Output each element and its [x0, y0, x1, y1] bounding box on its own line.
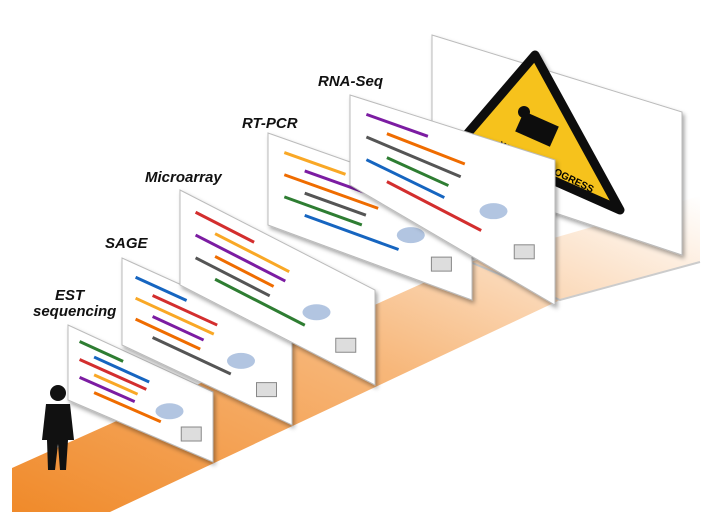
content-bar: [194, 210, 255, 244]
content-bar: [151, 336, 232, 376]
content-bar: [283, 195, 363, 227]
content-bar: [365, 112, 429, 138]
content-bar: [93, 391, 162, 424]
method-label: sequencing: [33, 303, 116, 320]
content-bar: [78, 340, 124, 363]
content-bar: [194, 256, 271, 298]
content-figure: [155, 403, 184, 420]
method-label: RNA-Seq: [318, 73, 383, 90]
content-bar: [386, 132, 466, 166]
content-figure: [513, 244, 535, 260]
content-bar: [134, 296, 215, 336]
content-bar: [365, 158, 445, 199]
method-panel: [349, 94, 556, 306]
content-bar: [214, 277, 306, 327]
content-bar: [78, 375, 136, 403]
content-bar: [134, 275, 188, 302]
panel: [179, 189, 376, 386]
worker-head: [518, 106, 530, 118]
content-bar: [151, 294, 218, 327]
method-label: EST: [55, 287, 86, 304]
content-figure: [256, 382, 277, 398]
content-figure: [430, 256, 452, 272]
content-bar: [386, 156, 450, 187]
content-bar: [134, 317, 201, 351]
method-label: Microarray: [145, 169, 222, 186]
panel: [349, 94, 556, 306]
content-bar: [283, 173, 379, 210]
content-bar: [386, 180, 482, 232]
content-bar: [304, 191, 367, 217]
person: [42, 385, 74, 470]
method-label: RT-PCR: [242, 115, 298, 132]
content-bar: [93, 355, 150, 384]
panel: [67, 324, 214, 463]
content-bar: [78, 358, 147, 391]
method-panel: [121, 257, 293, 426]
content-bar: [214, 232, 290, 273]
content-bar: [151, 315, 205, 342]
content-bar: [283, 151, 347, 176]
content-figure: [302, 304, 331, 321]
method-label: SAGE: [105, 235, 149, 252]
content-bar: [365, 135, 462, 179]
content-figure: [335, 337, 357, 353]
method-panel: [67, 324, 214, 463]
road-edge: [469, 261, 701, 302]
content-figure: [479, 203, 508, 220]
method-panel: [179, 189, 376, 386]
content-figure: [180, 426, 202, 442]
worker-icon: [515, 111, 559, 147]
content-bar: [214, 255, 275, 288]
content-bar: [194, 233, 286, 283]
content-bar: [304, 213, 400, 251]
content-bar: [93, 373, 139, 396]
content-figure: [227, 352, 255, 369]
content-figure: [396, 227, 425, 244]
